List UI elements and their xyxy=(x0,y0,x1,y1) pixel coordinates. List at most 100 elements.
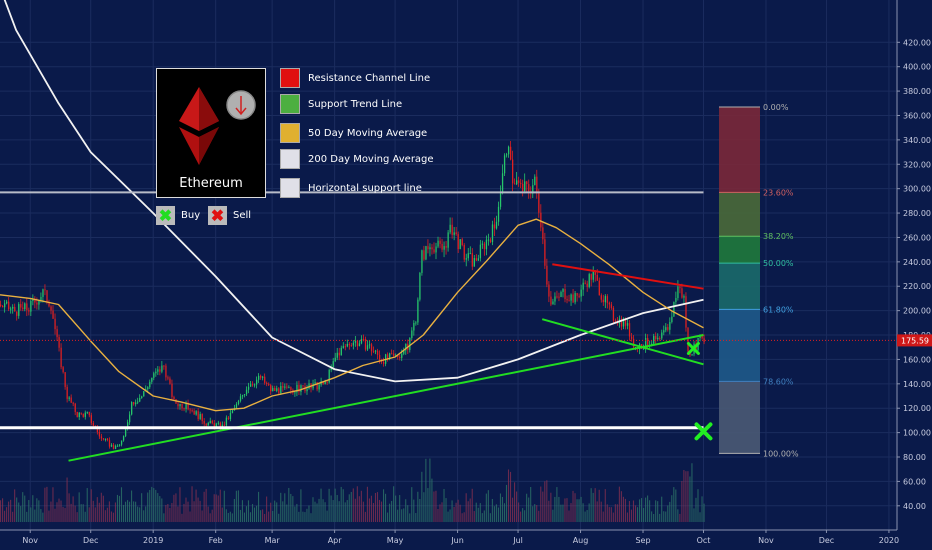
candle-body xyxy=(42,289,44,297)
volume-bar xyxy=(298,511,300,522)
asset-badge: Ethereum xyxy=(156,68,266,198)
volume-bar xyxy=(550,492,552,522)
candle-body xyxy=(362,338,365,340)
legend-label: Support Trend Line xyxy=(308,98,403,110)
volume-bar xyxy=(679,513,681,522)
candle-body xyxy=(260,375,262,378)
volume-bar xyxy=(393,486,395,522)
candle-body xyxy=(673,302,675,317)
volume-bar xyxy=(52,487,54,522)
candle-body xyxy=(461,239,463,246)
volume-bar xyxy=(108,501,110,522)
volume-bar xyxy=(6,507,8,522)
volume-bar xyxy=(330,495,332,522)
candle-body xyxy=(382,361,385,364)
volume-bar xyxy=(131,490,133,522)
y-tick-label: 220.00 xyxy=(903,282,931,291)
candle-body xyxy=(596,274,598,281)
volume-bar xyxy=(163,513,165,522)
candle-body xyxy=(556,296,558,298)
volume-bar xyxy=(477,507,479,522)
volume-bar xyxy=(171,502,173,522)
candle-body xyxy=(149,381,151,388)
candle-body xyxy=(120,440,123,445)
candle-body xyxy=(237,400,240,405)
volume-bar xyxy=(495,504,497,522)
candle-body xyxy=(300,385,302,392)
candle-body xyxy=(516,180,518,185)
candle-body xyxy=(677,286,679,299)
volume-bar xyxy=(518,502,520,522)
volume-bar xyxy=(469,498,471,522)
volume-bar xyxy=(84,511,86,522)
candle-body xyxy=(28,310,30,312)
candle-body xyxy=(463,245,465,260)
volume-bar xyxy=(328,488,330,522)
candle-body xyxy=(2,305,4,308)
candle-body xyxy=(465,258,467,260)
volume-bar xyxy=(106,507,108,522)
volume-bar xyxy=(616,504,618,522)
volume-bar xyxy=(66,477,68,522)
volume-bar xyxy=(459,504,461,522)
volume-bar xyxy=(209,513,211,522)
volume-bar xyxy=(606,504,608,522)
volume-bar xyxy=(439,504,441,522)
candle-body xyxy=(24,303,26,310)
volume-bar xyxy=(578,499,580,522)
candle-body xyxy=(528,184,530,192)
volume-bar xyxy=(485,493,487,522)
volume-bar xyxy=(221,507,223,522)
candle-body xyxy=(30,301,32,312)
volume-bar xyxy=(14,489,16,522)
volume-bar xyxy=(382,489,385,522)
candle-body xyxy=(90,415,93,424)
candle-body xyxy=(511,159,514,184)
candle-body xyxy=(64,372,66,388)
volume-bar xyxy=(68,493,70,522)
volume-bar xyxy=(661,496,663,522)
sell-x-icon: ✖ xyxy=(208,206,227,225)
volume-bar xyxy=(116,494,119,522)
candle-body xyxy=(626,323,629,326)
y-tick-label: 120.00 xyxy=(903,404,931,413)
candle-body xyxy=(116,445,119,447)
volume-bar xyxy=(411,487,413,522)
candle-body xyxy=(536,176,538,194)
candle-body xyxy=(290,387,292,391)
fib-level-label: 0.00% xyxy=(763,103,789,112)
y-tick-label: 320.00 xyxy=(903,160,931,169)
candle-body xyxy=(518,180,520,183)
volume-bar xyxy=(300,489,302,522)
candle-body xyxy=(602,299,605,303)
y-tick-label: 300.00 xyxy=(903,185,931,194)
volume-bar xyxy=(16,497,18,522)
candle-body xyxy=(56,329,58,338)
candle-body xyxy=(433,249,435,253)
candle-body xyxy=(114,445,117,449)
candle-body xyxy=(50,306,52,311)
volume-bar xyxy=(223,490,225,522)
volume-bar xyxy=(584,511,586,522)
candle-body xyxy=(403,350,405,354)
candle-body xyxy=(431,247,433,250)
candle-body xyxy=(48,302,50,307)
y-axis-panel xyxy=(897,0,932,550)
candle-body xyxy=(135,402,137,405)
volume-bar xyxy=(427,488,429,522)
volume-bar xyxy=(74,505,76,522)
candle-body xyxy=(143,391,145,397)
volume-bar xyxy=(453,506,455,522)
volume-bar xyxy=(671,495,673,522)
candle-body xyxy=(68,397,70,399)
volume-bar xyxy=(86,488,88,522)
candle-body xyxy=(227,417,230,419)
legend-item-support: Support Trend Line xyxy=(280,93,402,115)
volume-bar xyxy=(141,493,143,522)
volume-bar xyxy=(580,496,582,522)
volume-bar xyxy=(151,486,153,522)
volume-bar xyxy=(155,489,157,522)
candle-body xyxy=(249,384,252,387)
volume-bar xyxy=(667,505,669,522)
